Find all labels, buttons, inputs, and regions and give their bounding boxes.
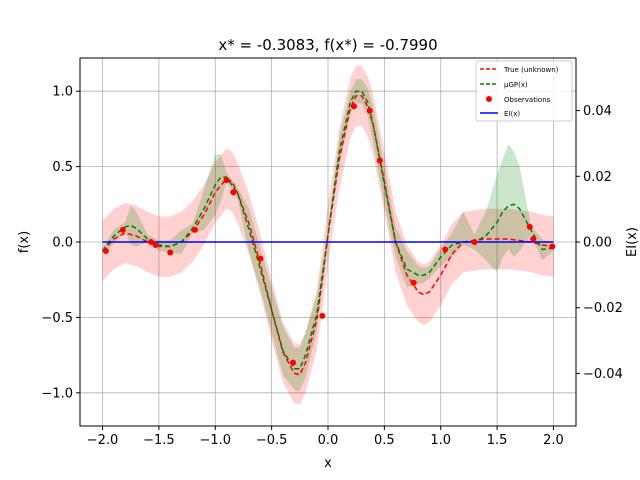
right-axis-label: EI(x) <box>625 227 640 257</box>
right-tick-label-1: −0.02 <box>583 301 623 316</box>
x-axis-ticks: −2.0 −1.5 −1.0 −0.5 0.0 0.5 1.0 1.5 2.0 <box>87 426 564 448</box>
right-axis-ticks: −0.04 −0.02 0.00 0.02 0.04 <box>576 104 623 382</box>
series-line-1 <box>101 90 554 370</box>
y-tick-label-4: 1.0 <box>52 85 73 100</box>
observation-point-4 <box>167 249 174 256</box>
x-tick-label-1: −1.5 <box>143 433 175 448</box>
x-tick-label-5: 0.5 <box>374 433 395 448</box>
y-tick-label-1: −0.5 <box>41 311 73 326</box>
observation-point-3 <box>152 242 159 249</box>
x-axis-label: x <box>324 456 332 471</box>
x-tick-label-6: 1.0 <box>430 433 451 448</box>
y-axis-label: f(x) <box>17 231 32 253</box>
observation-point-8 <box>257 255 264 262</box>
y-tick-label-2: 0.0 <box>52 236 73 251</box>
observation-point-7 <box>230 189 237 196</box>
x-tick-label-8: 2.0 <box>543 433 564 448</box>
observation-point-12 <box>366 107 373 114</box>
observation-point-18 <box>530 235 537 242</box>
right-tick-label-4: 0.04 <box>583 104 612 119</box>
legend-true-label: True (unknown) <box>503 66 559 74</box>
legend-gp-label: μGP(x) <box>504 81 528 89</box>
legend-observations-label: Observations <box>504 96 551 104</box>
observation-point-6 <box>223 177 230 184</box>
observation-point-15 <box>442 246 449 253</box>
y-axis-ticks: −1.0 −0.5 0.0 0.5 1.0 <box>41 85 80 401</box>
x-tick-label-0: −2.0 <box>87 433 119 448</box>
observation-point-17 <box>526 223 533 230</box>
y-tick-label-3: 0.5 <box>52 160 73 175</box>
legend-ei-label: EI(x) <box>504 110 520 118</box>
series-lines <box>101 90 554 376</box>
y-tick-label-0: −1.0 <box>41 386 73 401</box>
x-tick-label-4: 0.0 <box>318 433 339 448</box>
x-tick-label-3: −0.5 <box>256 433 288 448</box>
observation-point-16 <box>471 239 478 245</box>
legend-box <box>475 60 573 122</box>
right-tick-label-2: 0.00 <box>583 236 612 251</box>
chart-title: x* = -0.3083, f(x*) = -0.7990 <box>218 36 437 54</box>
observation-point-0 <box>102 248 109 255</box>
observation-point-1 <box>119 226 126 233</box>
legend-observations-swatch <box>486 96 492 102</box>
observation-point-13 <box>376 157 383 164</box>
x-tick-label-2: −1.0 <box>199 433 231 448</box>
observation-point-5 <box>191 226 198 233</box>
right-tick-label-3: 0.02 <box>583 170 612 185</box>
observation-point-2 <box>148 239 155 245</box>
observation-point-11 <box>350 103 357 110</box>
observation-point-14 <box>410 279 417 286</box>
legend: True (unknown) μGP(x) Observations EI(x) <box>475 60 573 122</box>
right-tick-label-0: −0.04 <box>583 367 623 382</box>
observation-point-10 <box>319 312 326 319</box>
observation-point-9 <box>290 359 297 366</box>
observation-points <box>102 103 556 366</box>
x-tick-label-7: 1.5 <box>487 433 508 448</box>
observation-point-19 <box>549 243 556 250</box>
